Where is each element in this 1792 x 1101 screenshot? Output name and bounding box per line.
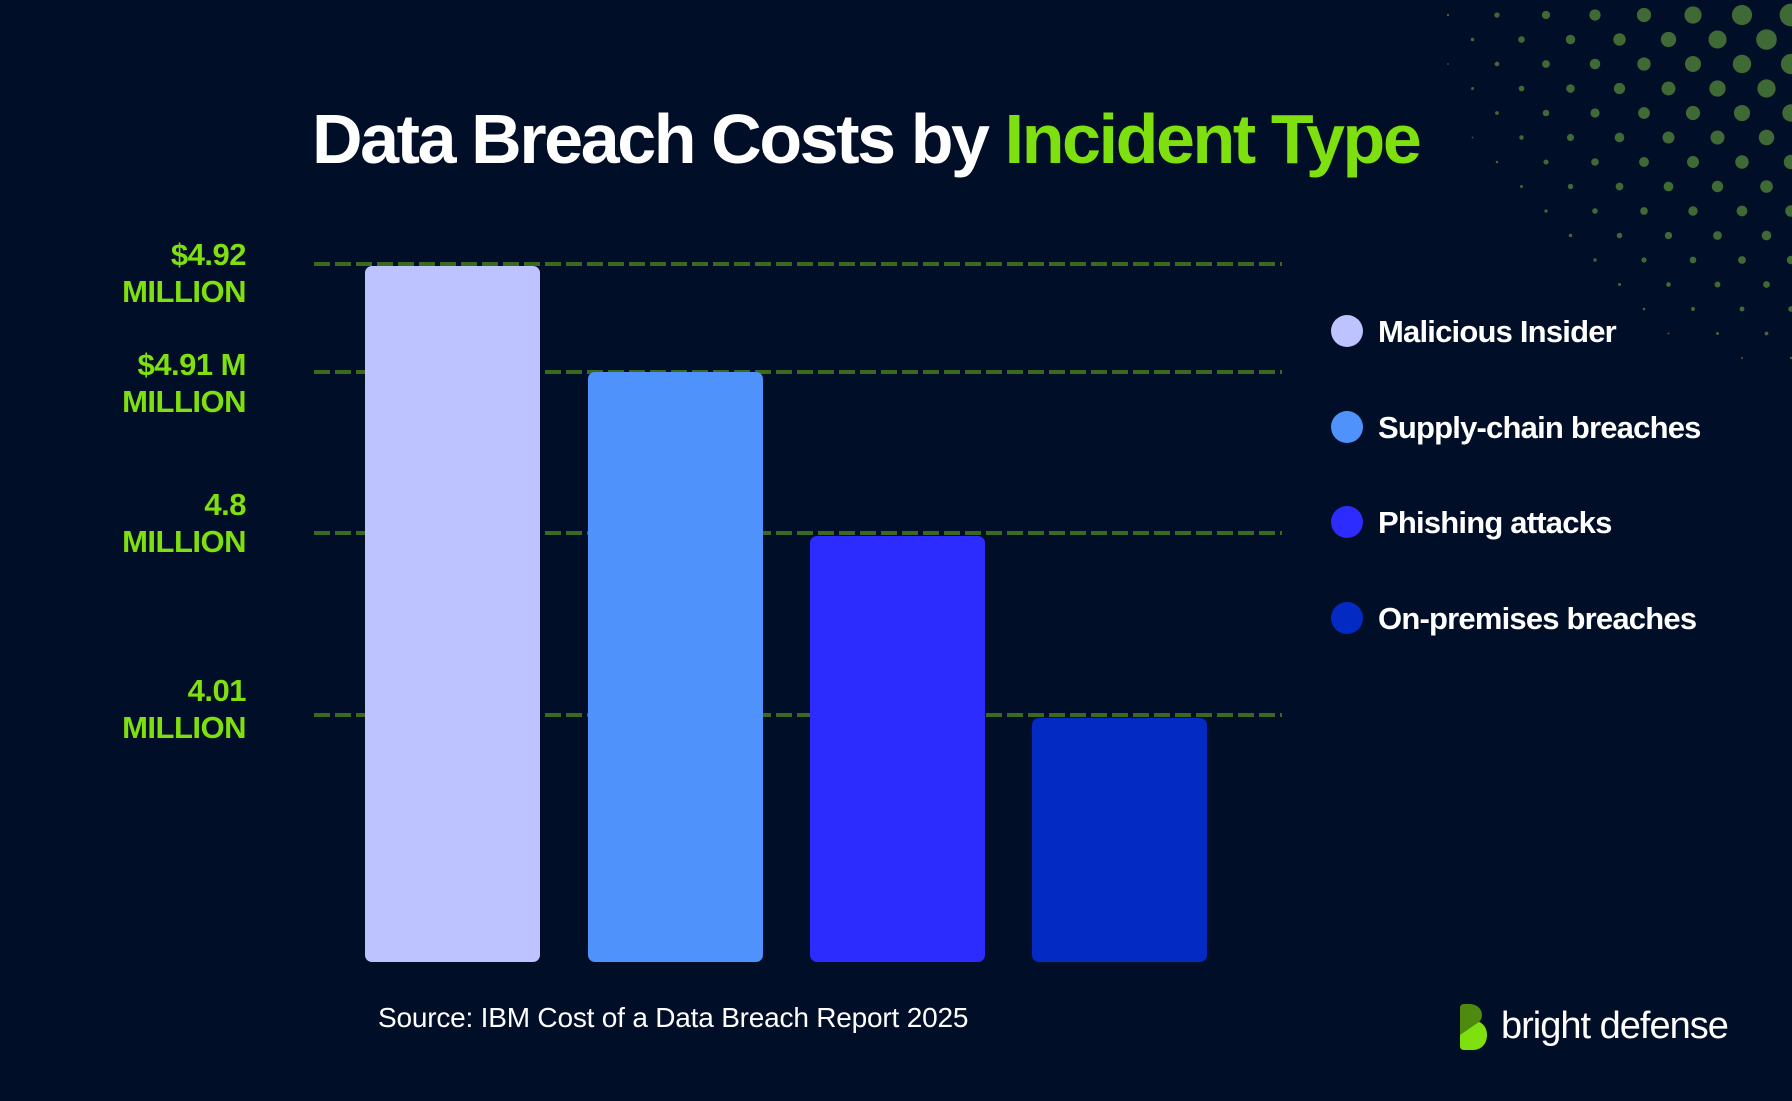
legend-item-malicious-insider: Malicious Insider	[1331, 313, 1617, 349]
legend-dot-icon	[1331, 506, 1363, 538]
y-label-value: $4.91 M	[137, 347, 246, 382]
legend-item-on-premises-breaches: On-premises breaches	[1331, 600, 1697, 636]
legend-label: Supply-chain breaches	[1378, 409, 1701, 445]
y-label-4-8: 4.8 MILLION	[122, 486, 246, 560]
y-label-value: 4.8	[204, 487, 246, 522]
bar-on-premises-breaches	[1032, 718, 1207, 962]
y-label-unit: MILLION	[122, 384, 246, 419]
y-label-unit: MILLION	[122, 274, 246, 309]
y-label-4-91: $4.91 M MILLION	[122, 346, 246, 420]
bar-phishing-attacks	[810, 536, 985, 962]
source-caption: Source: IBM Cost of a Data Breach Report…	[378, 1002, 969, 1033]
y-label-4-92: $4.92 MILLION	[122, 236, 246, 310]
logo-text: bright defense	[1501, 1005, 1729, 1047]
title-main: Data Breach Costs by	[312, 100, 1005, 178]
bar-malicious-insider	[365, 266, 540, 962]
legend-item-supply-chain-breaches: Supply-chain breaches	[1331, 411, 1701, 443]
y-label-4-01: 4.01 MILLION	[122, 672, 246, 746]
y-label-value: $4.92	[170, 237, 247, 272]
bright-defense-b-logo-icon	[1460, 1004, 1487, 1050]
legend-label: Phishing attacks	[1378, 504, 1612, 540]
chart-title: Data Breach Costs by Incident Type	[312, 104, 1422, 174]
bar-supply-chain-breaches	[588, 372, 763, 962]
legend-label: Malicious Insider	[1378, 313, 1617, 349]
legend-dot-icon	[1331, 315, 1363, 347]
y-label-unit: MILLION	[122, 710, 246, 745]
legend-dot-icon	[1331, 602, 1363, 634]
y-label-unit: MILLION	[122, 524, 246, 559]
legend-dot-icon	[1331, 411, 1363, 443]
bright-defense-logo: bright defense	[1460, 1004, 1729, 1050]
y-label-value: 4.01	[187, 673, 247, 708]
legend-label: On-premises breaches	[1378, 600, 1697, 636]
legend-item-phishing-attacks: Phishing attacks	[1331, 506, 1612, 538]
title-accent: Incident Type	[1004, 100, 1422, 178]
